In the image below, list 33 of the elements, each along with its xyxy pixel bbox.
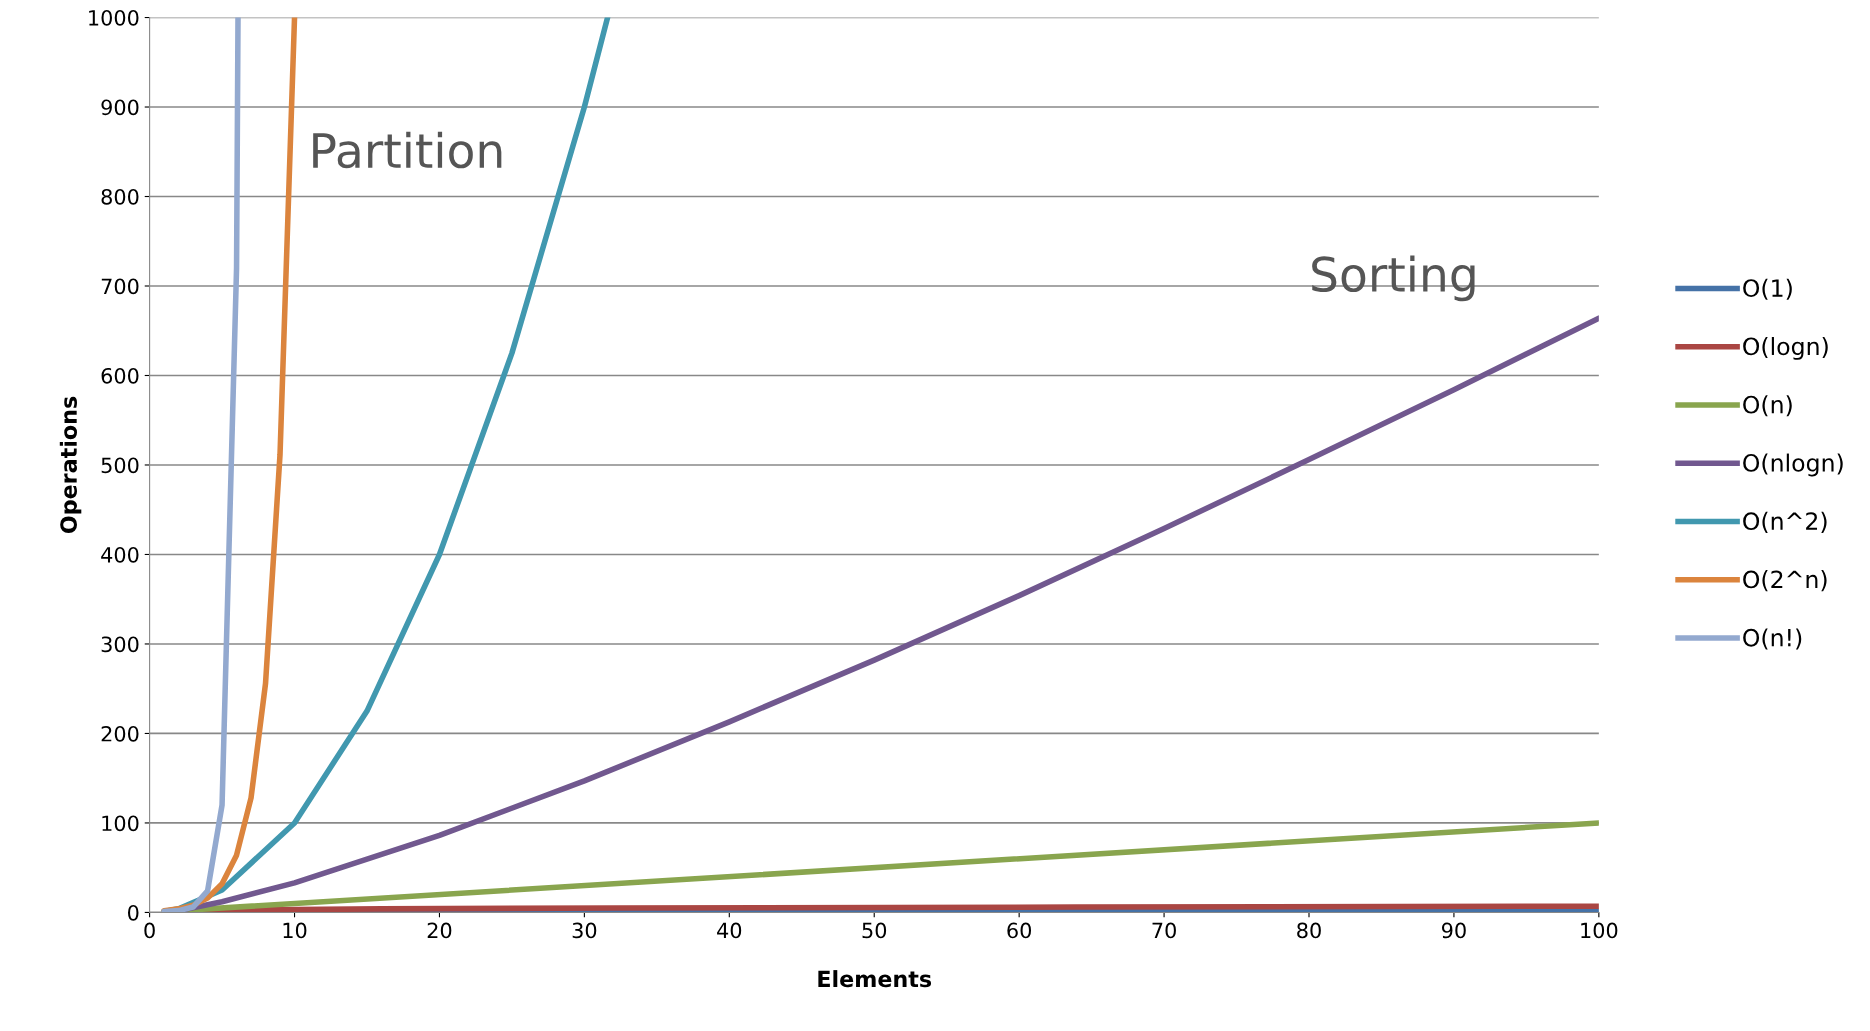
x-tick-label: 60 (1007, 922, 1032, 939)
x-tick-label: 30 (572, 922, 597, 939)
x-tick-label: 80 (1297, 922, 1321, 939)
x-tick-label: 0 (144, 922, 155, 939)
x-tick-label: 50 (862, 922, 887, 939)
x-tick-label: 20 (427, 922, 452, 939)
y-tick-label: 600 (101, 367, 139, 384)
y-axis-title: Operations (59, 396, 82, 534)
y-tick-label: 200 (101, 725, 139, 742)
y-tick-label: 0 (128, 904, 139, 921)
y-tick-label: 100 (102, 815, 139, 832)
x-axis-title: Elements (818, 970, 932, 988)
y-tick-label: 700 (101, 278, 139, 295)
y-tick-label: 300 (101, 636, 139, 653)
legend-label: O(nlogn) (1743, 453, 1843, 477)
x-tick-label: 10 (283, 922, 307, 939)
x-tick-label: 90 (1441, 922, 1466, 939)
y-tick-label: 1000 (89, 9, 139, 26)
x-tick-label: 70 (1152, 922, 1176, 939)
legend-label: O(n^2) (1743, 511, 1827, 533)
legend-label: O(1) (1743, 278, 1792, 300)
legend-label: O(logn) (1743, 337, 1828, 360)
annotation: Sorting (1312, 255, 1475, 302)
y-tick-label: 400 (101, 546, 139, 563)
legend-label: O(2^n) (1743, 570, 1827, 592)
y-tick-label: 800 (101, 188, 139, 205)
y-tick-label: 500 (101, 457, 139, 474)
annotation: Partition (313, 131, 502, 169)
y-tick-label: 900 (101, 99, 139, 116)
legend-label: O(n!) (1743, 628, 1802, 650)
legend-label: O(n) (1743, 395, 1792, 417)
x-tick-label: 100 (1581, 922, 1618, 939)
x-tick-label: 40 (717, 922, 742, 939)
